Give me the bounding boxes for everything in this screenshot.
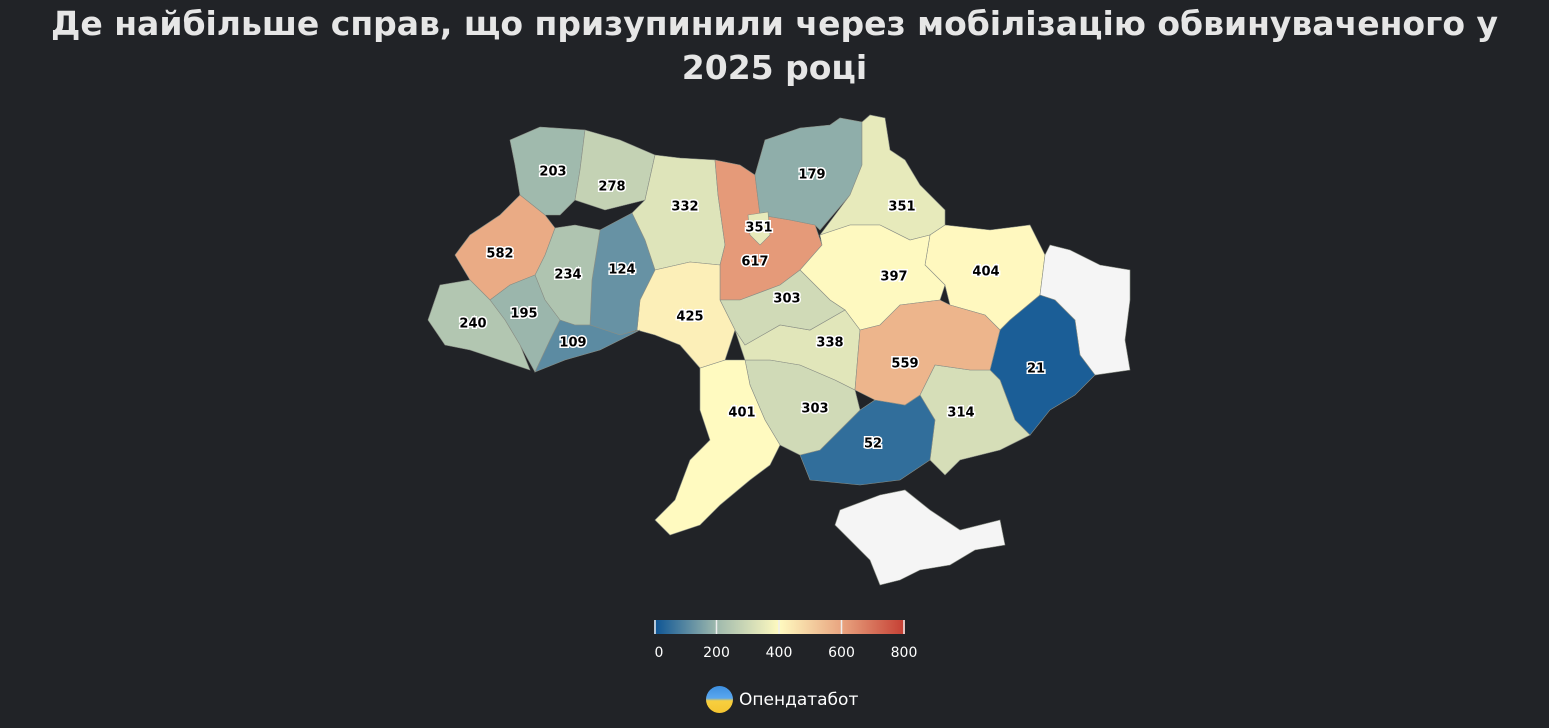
region-value-label-kharkiv: 404 — [972, 265, 999, 280]
region-kyiv-city[interactable] — [747, 211, 771, 246]
legend-tick-label: 800 — [890, 645, 918, 661]
legend-tick-label: 600 — [828, 645, 855, 661]
region-odesa[interactable] — [654, 359, 781, 536]
region-value-label-kirovohrad: 338 — [816, 336, 843, 351]
region-volyn[interactable] — [509, 126, 586, 216]
region-value-label-lviv: 582 — [486, 247, 513, 262]
region-value-label-odesa: 401 — [728, 406, 755, 421]
region-value-label-kherson: 52 — [864, 437, 882, 452]
region-value-label-mykolaiv: 303 — [801, 402, 828, 417]
region-value-label-chernihiv: 179 — [798, 168, 825, 183]
region-value-label-dnipropetrovsk: 559 — [891, 357, 918, 372]
region-value-label-zakarpattia: 240 — [459, 317, 486, 332]
region-value-label-sumy: 351 — [888, 200, 915, 215]
legend-tick-label: 400 — [765, 645, 793, 661]
brand-name: Опендатабот — [739, 689, 859, 710]
region-value-label-kyiv-oblast: 617 — [741, 255, 768, 270]
region-value-label-chernivtsi: 109 — [559, 336, 586, 351]
region-value-label-ivano-frankivsk: 195 — [510, 307, 537, 322]
region-value-label-volyn: 203 — [539, 165, 566, 180]
region-dnipropetrovsk[interactable] — [854, 299, 1001, 406]
region-chernivtsi[interactable] — [534, 319, 641, 373]
page-title: Де найбільше справ, що призупинили через… — [51, 4, 1498, 87]
region-value-label-zhytomyr: 332 — [671, 200, 698, 215]
region-value-label-cherkasy: 303 — [773, 292, 800, 307]
legend-tick-label: 0 — [654, 645, 664, 661]
legend-color-bar — [654, 619, 905, 634]
region-zakarpattia[interactable] — [427, 279, 531, 371]
opendatabot-logo-icon — [706, 686, 733, 713]
region-rivne[interactable] — [574, 129, 656, 211]
brand: Опендатабот — [706, 686, 858, 713]
region-crimea[interactable] — [834, 489, 1006, 586]
region-value-label-ternopil: 234 — [554, 268, 581, 283]
region-value-label-poltava: 397 — [880, 270, 907, 285]
region-value-label-khmelnytskyi: 124 — [608, 263, 635, 278]
region-value-label-kyiv-city: 351 — [745, 221, 772, 236]
legend-tick-label: 200 — [703, 645, 730, 661]
region-value-label-vinnytsia: 425 — [676, 310, 703, 325]
region-value-label-donetsk: 21 — [1027, 362, 1045, 377]
region-value-label-zaporizhzhia: 314 — [947, 406, 974, 421]
region-value-label-rivne: 278 — [598, 180, 625, 195]
region-cherkasy[interactable] — [719, 269, 846, 346]
